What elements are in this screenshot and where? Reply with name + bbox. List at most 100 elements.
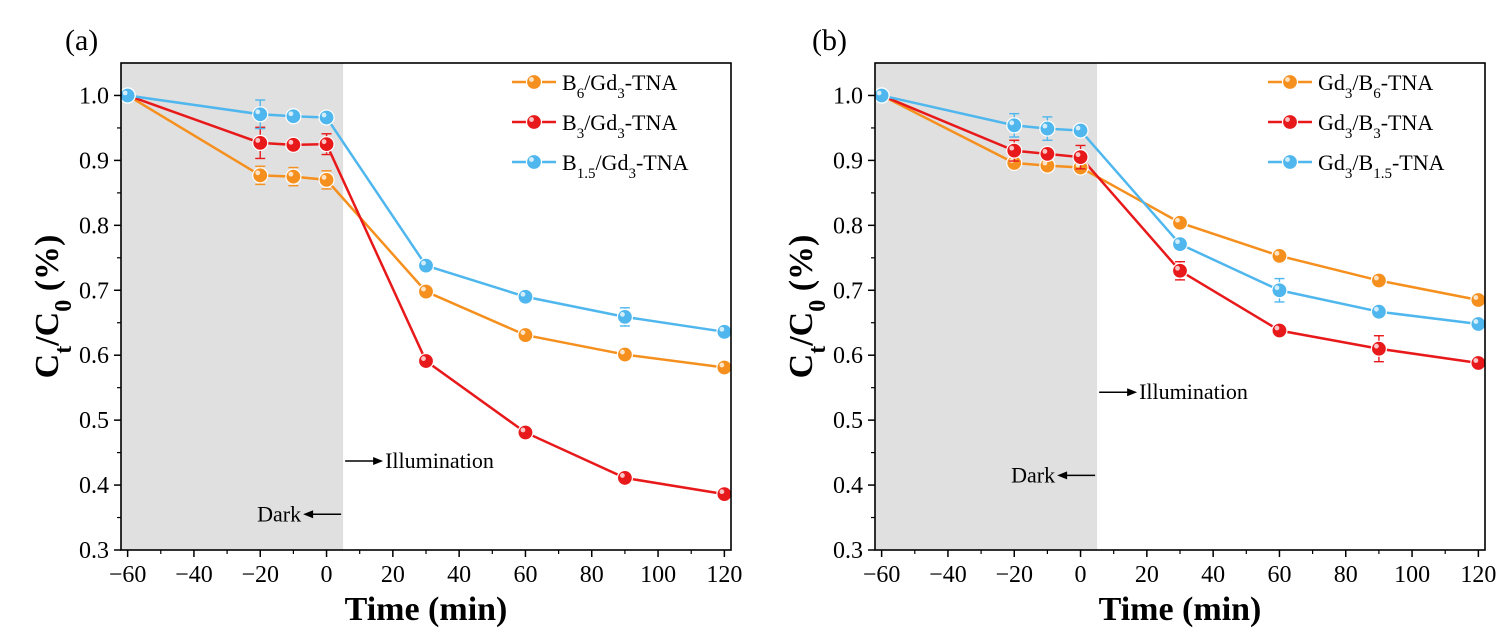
data-point-highlight xyxy=(520,291,526,297)
data-point xyxy=(318,171,335,188)
data-point xyxy=(1171,214,1189,231)
legend-sub: 3 xyxy=(617,126,625,142)
data-point xyxy=(873,87,890,104)
data-point xyxy=(1072,122,1089,139)
data-point xyxy=(1370,340,1388,357)
data-point-highlight xyxy=(1374,275,1379,281)
legend-sub: 3 xyxy=(1345,86,1353,102)
data-point xyxy=(1006,117,1023,134)
data-point xyxy=(1470,291,1487,309)
data-point xyxy=(1271,247,1288,264)
legend-marker xyxy=(525,113,543,131)
y-tick-label: 0.4 xyxy=(79,473,109,499)
legend-sub: 3 xyxy=(617,86,625,102)
legend-marker xyxy=(1281,73,1299,91)
y-tick-label: 0.5 xyxy=(79,408,109,434)
legend-marker xyxy=(525,73,543,91)
legend-sub: 1.5 xyxy=(1373,166,1392,182)
x-tick-label: 100 xyxy=(640,562,676,588)
data-point xyxy=(616,346,634,363)
data-point xyxy=(716,359,733,376)
data-point xyxy=(1370,272,1388,289)
y-axis-title: Ct/C0 (%) xyxy=(783,235,831,379)
legend-part: /B xyxy=(1352,110,1373,135)
legend-part: /Gd xyxy=(584,70,617,95)
x-axis-title: Time (min) xyxy=(345,591,508,628)
legend-marker-highlight xyxy=(1285,77,1290,82)
data-point-highlight xyxy=(719,326,725,332)
legend-marker xyxy=(1281,153,1299,171)
y-axis-title: Ct/C0 (%) xyxy=(29,235,77,379)
data-point-highlight xyxy=(421,286,426,292)
data-point xyxy=(417,257,435,274)
dark-arrowhead xyxy=(1057,471,1068,480)
legend-label: B3/Gd3-TNA xyxy=(562,110,677,142)
x-tick-label: −40 xyxy=(175,562,213,588)
data-point xyxy=(285,108,302,125)
legend-part: /Gd xyxy=(584,110,617,135)
y-title-part: C xyxy=(783,354,820,379)
data-point-highlight xyxy=(719,489,725,495)
data-point xyxy=(1470,315,1487,333)
panel-label: (b) xyxy=(812,24,847,57)
x-tick-label: 80 xyxy=(1334,562,1358,588)
data-point-highlight xyxy=(421,356,426,361)
data-point-highlight xyxy=(520,427,526,433)
data-point-highlight xyxy=(1473,319,1479,324)
data-point xyxy=(1039,145,1056,163)
illumination-label: Illumination xyxy=(385,448,494,473)
data-point-highlight xyxy=(1042,149,1048,154)
legend-part: -TNA xyxy=(1381,70,1434,95)
data-point-highlight xyxy=(1473,295,1479,300)
x-tick-label: 0 xyxy=(1075,562,1087,588)
data-point-highlight xyxy=(1374,306,1379,312)
y-tick-label: 0.8 xyxy=(79,213,109,239)
legend-part: -TNA xyxy=(625,70,678,95)
chart-panel-b: −60 −40 −20 0 20 40 60 80 100 1200.30.40.50.60.70… xyxy=(783,24,1496,628)
legend-part: B xyxy=(562,150,577,175)
data-point xyxy=(716,486,733,503)
y-title-sub: t xyxy=(51,346,77,354)
data-point-highlight xyxy=(620,473,625,478)
legend-part: B xyxy=(562,110,577,135)
dark-label: Dark xyxy=(1011,462,1055,487)
legend-sub: 1.5 xyxy=(577,166,596,182)
y-tick-label: 0.5 xyxy=(833,408,863,434)
data-point-highlight xyxy=(1175,217,1180,223)
legend-part: /Gd xyxy=(595,150,628,175)
data-point-highlight xyxy=(122,90,128,96)
legend-marker-highlight xyxy=(529,157,534,162)
data-point-highlight xyxy=(1009,120,1015,126)
x-tick-label: 40 xyxy=(1201,562,1225,588)
x-tick-label: 100 xyxy=(1394,562,1430,588)
data-point xyxy=(517,288,534,305)
dark-region xyxy=(875,63,1098,550)
y-title-part: (%) xyxy=(29,235,66,300)
chart-panel-a: −60 −40 −20 0 20 40 60 80 100 1200.30.40.50.60.70… xyxy=(29,24,742,628)
data-point-highlight xyxy=(620,311,625,317)
x-tick-label: 60 xyxy=(1267,562,1291,588)
x-tick-label: −60 xyxy=(863,562,901,588)
data-point-highlight xyxy=(255,170,261,176)
data-point-highlight xyxy=(1473,358,1479,363)
data-point xyxy=(1271,322,1288,339)
legend-label: B6/Gd3-TNA xyxy=(562,70,677,102)
legend-part: -TNA xyxy=(625,110,678,135)
x-tick-label: −20 xyxy=(241,562,279,588)
data-point-highlight xyxy=(1075,152,1081,158)
data-point xyxy=(517,424,534,441)
x-tick-label: 0 xyxy=(321,562,333,588)
data-point xyxy=(417,283,435,300)
data-point xyxy=(616,308,634,325)
legend-marker-highlight xyxy=(1285,117,1290,122)
data-point xyxy=(1006,142,1023,159)
legend-label: Gd3/B6-TNA xyxy=(1318,70,1433,102)
data-point xyxy=(318,136,335,153)
data-point-highlight xyxy=(620,349,625,355)
data-point-highlight xyxy=(321,174,327,180)
legend-label: B1.5/Gd3-TNA xyxy=(562,150,689,182)
y-title-part: C xyxy=(29,354,66,379)
x-tick-label: 40 xyxy=(447,562,471,588)
data-point-highlight xyxy=(288,171,294,177)
